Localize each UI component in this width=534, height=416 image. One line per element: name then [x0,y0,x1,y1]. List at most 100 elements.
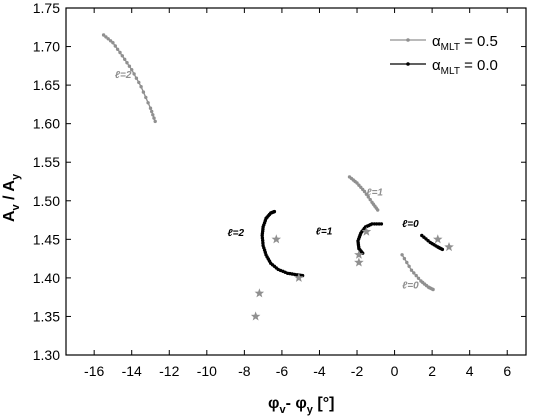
legend-alpha-sub: MLT [441,66,460,77]
data-point [118,50,122,55]
y-tick-label: 1.75 [33,0,60,16]
x-tick-label: 0 [391,363,399,379]
observation-star [361,226,372,236]
curve-label: ℓ=1 [316,227,333,238]
data-point [407,264,411,268]
y-tick-label: 1.40 [33,270,60,286]
y-axis-title-mid: / A [1,180,18,205]
data-point [261,238,265,243]
series-line [261,210,303,277]
data-point [377,222,381,226]
data-point [115,47,120,51]
data-point [148,106,153,110]
x-tick-label: 2 [428,363,436,379]
data-point [123,57,127,61]
data-point [132,72,136,76]
data-point [260,233,264,238]
series-line [357,223,382,254]
legend-entry-alpha-00: αMLT = 0.0 [432,57,498,77]
y-tick-label: 1.50 [33,193,60,209]
observation-star [271,234,281,244]
data-point [362,189,367,194]
data-point [152,116,156,120]
data-point [400,253,404,257]
y-axis-title-sub2: y [10,173,22,180]
series-lines-layer [103,34,443,291]
data-point [108,39,113,43]
data-point [431,287,435,292]
data-point [261,241,265,245]
y-tick-label: 1.45 [33,231,60,247]
data-point [416,276,421,280]
legend-alpha-value: = 0.5 [460,33,498,50]
data-point [127,64,132,68]
y-tick-label: 1.70 [33,39,60,55]
x-tick-label: -14 [122,363,142,379]
y-axis-title-main: A [1,210,18,222]
y-tick-label: 1.30 [33,347,60,363]
observation-star [354,257,364,267]
legend-alpha-symbol: α [432,33,441,50]
curve-label: ℓ=0 [402,281,419,292]
data-point [355,181,359,185]
x-tick-label: -4 [313,363,326,379]
legend-marker-alpha-05 [406,38,410,42]
curve-label: ℓ=2 [227,228,244,239]
data-point [372,222,377,226]
y-tick-label: 1.35 [33,308,60,324]
curve-label: ℓ=2 [115,70,132,81]
legend-alpha-symbol: α [432,57,441,74]
data-point [111,41,115,45]
data-point [402,256,407,261]
observation-stars-layer [250,226,454,321]
data-point [139,85,143,89]
observation-star [354,249,364,259]
legend-alpha-sub: MLT [441,42,460,53]
x-axis-title-main: φ [268,395,279,412]
data-point [106,37,110,41]
x-tick-label: -8 [238,363,251,379]
curve-label: ℓ=0 [402,219,419,230]
y-tick-label: 1.55 [33,154,60,170]
x-tick-label: -10 [197,363,217,379]
data-point [151,113,155,117]
data-point [134,76,139,80]
data-point [130,68,134,72]
plot-frame [65,7,527,356]
legend-entry-alpha-05: αMLT = 0.5 [432,33,498,53]
data-point [260,236,265,240]
y-tick-label: 1.60 [33,116,60,132]
x-axis-title-tail: [°] [313,395,335,412]
data-point [409,268,414,272]
y-tick-label: 1.65 [33,77,60,93]
y-axis-title-sub1: v [10,203,22,210]
legend: αMLT = 0.5 αMLT = 0.0 [390,33,498,77]
data-point [150,109,154,114]
x-tick-label: -2 [351,363,364,379]
data-point [440,247,445,252]
data-point [364,192,369,196]
legend-marker-alpha-00 [406,62,410,66]
data-point [414,273,418,278]
data-point [144,95,148,100]
observation-star [433,234,443,244]
y-axis-title: Av / Ay [1,173,22,222]
x-axis-title-sub2: y [307,404,314,416]
data-point [113,44,118,48]
x-tick-label: 6 [503,363,511,379]
x-tick-label: -16 [84,363,104,379]
data-point [120,54,125,58]
data-point [141,90,146,94]
data-point [368,197,372,202]
data-point [376,208,380,212]
data-point [405,260,409,265]
ticks-layer: -16 -14 -12 -10 -8 -6 -4 -2 0 2 4 6 1.30 1.35 1.40 1.45… [33,0,526,379]
x-tick-label: -12 [159,363,179,379]
observation-star [250,311,261,321]
data-point [366,195,370,199]
observation-star [294,272,304,282]
x-axis-title-sub1: v [279,404,286,416]
legend-alpha-value: = 0.0 [460,57,498,74]
observation-star [254,288,265,298]
data-point [137,80,141,85]
